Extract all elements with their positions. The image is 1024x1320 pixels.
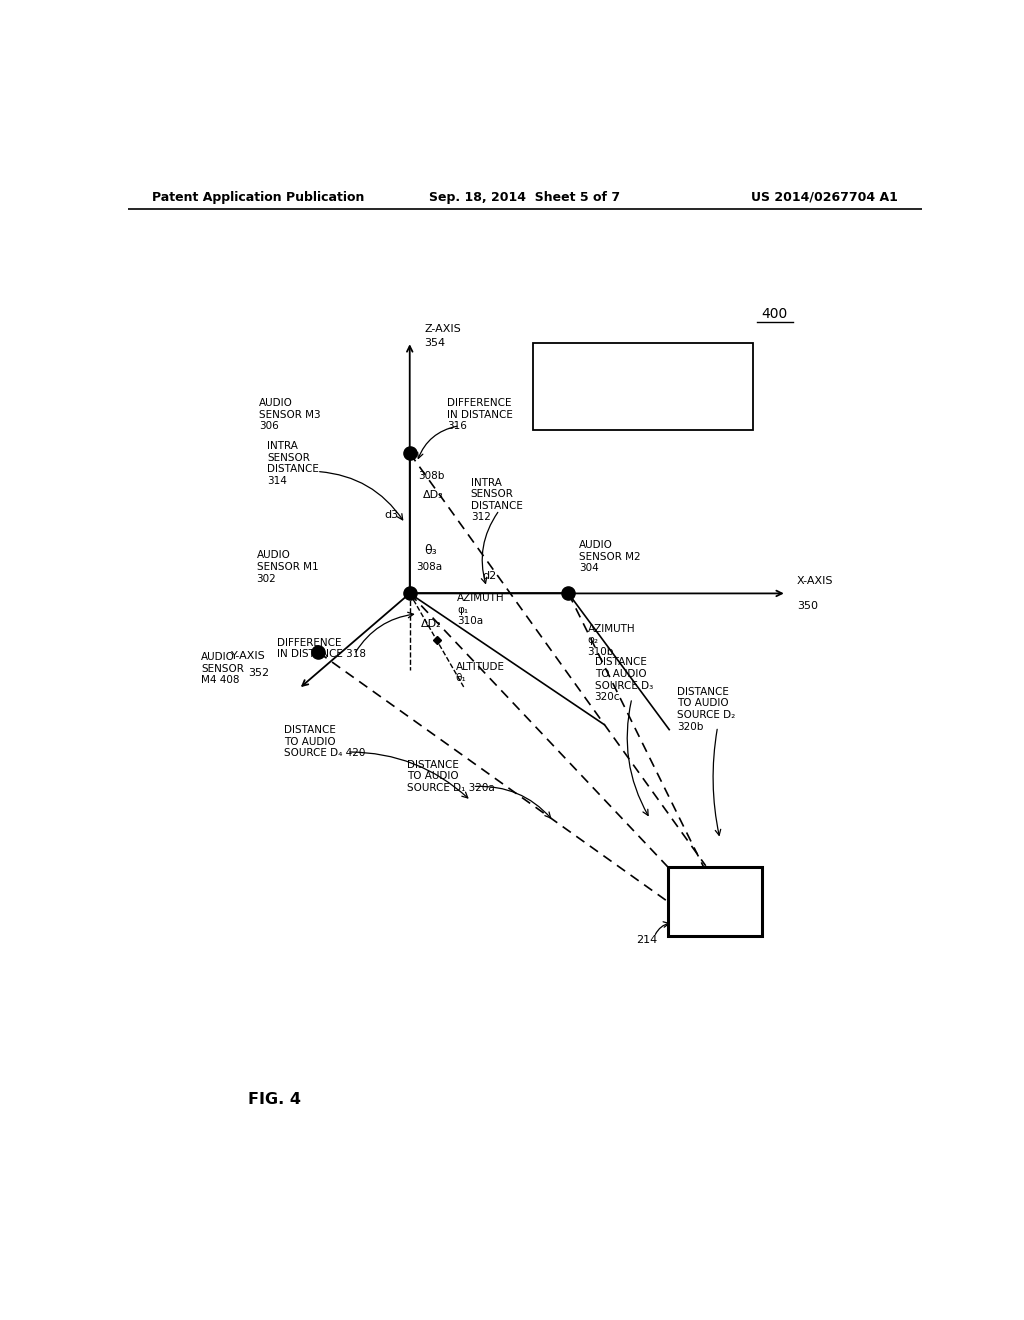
Text: DISTANCE
TO AUDIO
SOURCE D₄ 420: DISTANCE TO AUDIO SOURCE D₄ 420 bbox=[285, 725, 366, 759]
Text: $\Delta D_2 = \left|D_2 - D_1\right|$: $\Delta D_2 = \left|D_2 - D_1\right|$ bbox=[594, 395, 692, 411]
Text: θ₃: θ₃ bbox=[424, 544, 436, 557]
Text: d2: d2 bbox=[482, 572, 497, 581]
Text: 350: 350 bbox=[797, 601, 818, 611]
Point bbox=[310, 642, 327, 663]
Text: AUDIO
SENSOR M3
306: AUDIO SENSOR M3 306 bbox=[259, 397, 321, 432]
Text: 354: 354 bbox=[424, 338, 445, 348]
Point bbox=[401, 583, 418, 605]
Text: Sep. 18, 2014  Sheet 5 of 7: Sep. 18, 2014 Sheet 5 of 7 bbox=[429, 190, 621, 203]
Text: 400: 400 bbox=[762, 308, 787, 321]
Text: DIFFERENCE
IN DISTANCE
316: DIFFERENCE IN DISTANCE 316 bbox=[447, 397, 513, 432]
Text: DISTANCE
TO AUDIO
SOURCE D₁ 320a: DISTANCE TO AUDIO SOURCE D₁ 320a bbox=[408, 760, 495, 793]
Text: X-AXIS: X-AXIS bbox=[797, 577, 834, 586]
Text: 308a: 308a bbox=[416, 562, 442, 572]
Text: d3: d3 bbox=[384, 510, 398, 520]
Text: AUDIO
SENSOR M2
304: AUDIO SENSOR M2 304 bbox=[579, 540, 640, 573]
Text: DIFFERENCE
IN DISTANCE 318: DIFFERENCE IN DISTANCE 318 bbox=[278, 638, 367, 659]
Text: Z-AXIS: Z-AXIS bbox=[424, 325, 461, 334]
Text: AUDIO
SOURCE: AUDIO SOURCE bbox=[687, 887, 743, 915]
Text: AUDIO
SENSOR M1
302: AUDIO SENSOR M1 302 bbox=[257, 550, 318, 583]
Text: DISTANCE
TO AUDIO
SOURCE D₂
320b: DISTANCE TO AUDIO SOURCE D₂ 320b bbox=[677, 686, 735, 731]
Text: ALTITUDE
θ₁: ALTITUDE θ₁ bbox=[456, 661, 505, 684]
Point bbox=[560, 583, 577, 605]
Text: FIG. 4: FIG. 4 bbox=[248, 1092, 301, 1107]
Text: US 2014/0267704 A1: US 2014/0267704 A1 bbox=[751, 190, 898, 203]
Text: ΔD₂: ΔD₂ bbox=[421, 619, 441, 628]
Text: AZIMUTH
φ₁
310a: AZIMUTH φ₁ 310a bbox=[458, 593, 505, 626]
Text: 214: 214 bbox=[636, 935, 657, 945]
Text: INTRA
SENSOR
DISTANCE
312: INTRA SENSOR DISTANCE 312 bbox=[471, 478, 522, 523]
FancyBboxPatch shape bbox=[669, 867, 762, 936]
Text: $\Delta D_3 = \left|D_3 - D_1\right|$: $\Delta D_3 = \left|D_3 - D_1\right|$ bbox=[594, 362, 692, 376]
Text: INTRA
SENSOR
DISTANCE
314: INTRA SENSOR DISTANCE 314 bbox=[267, 441, 318, 486]
Point bbox=[401, 442, 418, 463]
Text: AZIMUTH
φ₂
310b: AZIMUTH φ₂ 310b bbox=[588, 623, 635, 657]
Text: DISTANCE
TO AUDIO
SOURCE D₃
320c: DISTANCE TO AUDIO SOURCE D₃ 320c bbox=[595, 657, 653, 702]
Text: AUDIO
SENSOR
M4 408: AUDIO SENSOR M4 408 bbox=[201, 652, 244, 685]
Text: ΔD₃: ΔD₃ bbox=[423, 490, 443, 500]
FancyBboxPatch shape bbox=[532, 343, 754, 430]
Text: 352: 352 bbox=[249, 668, 269, 677]
Text: Patent Application Publication: Patent Application Publication bbox=[152, 190, 365, 203]
Text: 308b: 308b bbox=[418, 470, 444, 480]
Text: Y-AXIS: Y-AXIS bbox=[231, 652, 266, 661]
